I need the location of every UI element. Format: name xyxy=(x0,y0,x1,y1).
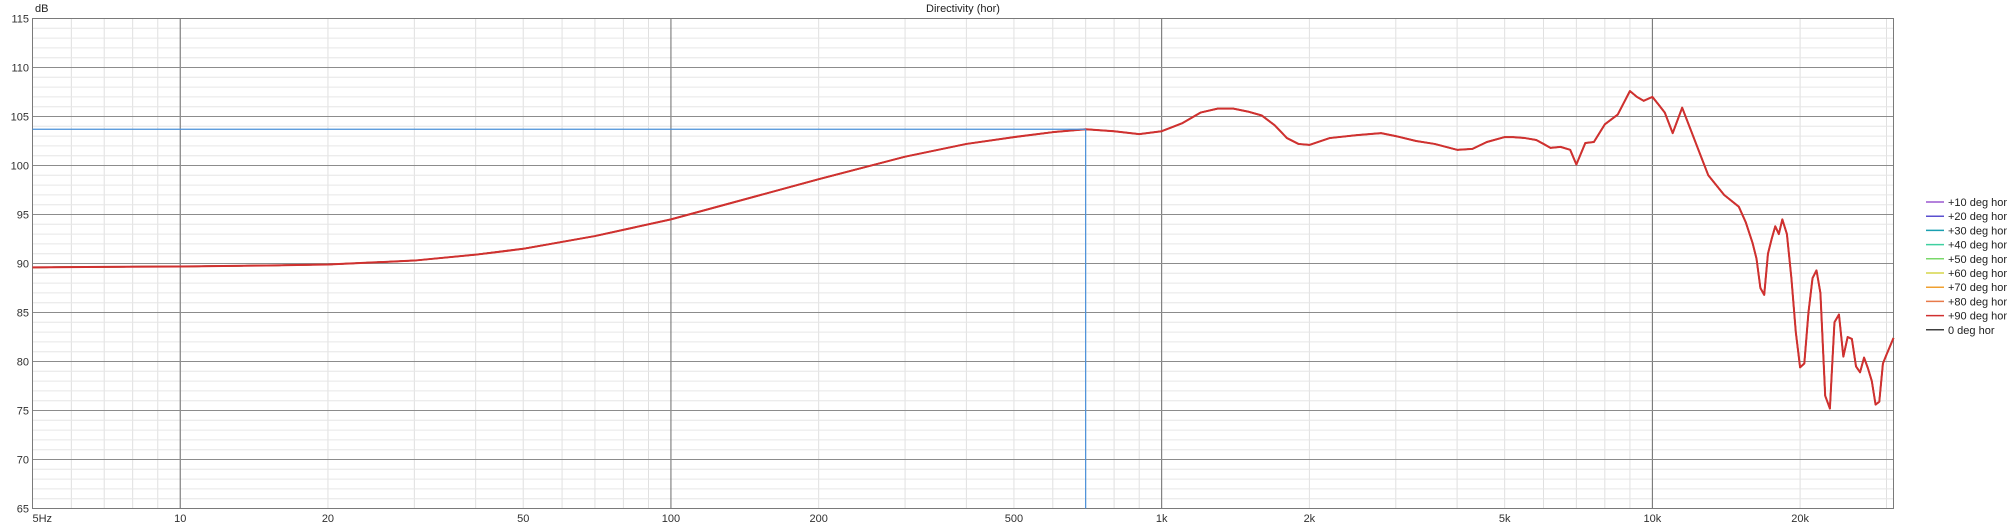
legend-item[interactable]: 0 deg hor xyxy=(1926,325,1995,337)
x-tick-label: 200 xyxy=(809,513,827,525)
y-tick-label: 100 xyxy=(11,161,29,173)
x-tick-label: 1k xyxy=(1156,513,1168,525)
legend-label: +80 deg hor xyxy=(1948,296,2007,308)
legend-item[interactable]: +60 deg hor xyxy=(1926,268,2007,280)
legend-item[interactable]: +20 deg hor xyxy=(1926,211,2007,223)
legend-label: +60 deg hor xyxy=(1948,268,2007,280)
y-tick-label: 80 xyxy=(17,357,29,369)
y-axis-unit-label: dB xyxy=(35,3,48,15)
legend-item[interactable]: +80 deg hor xyxy=(1926,296,2007,308)
y-tick-label: 85 xyxy=(17,308,29,320)
y-tick-label: 70 xyxy=(17,455,29,467)
legend-label: +10 deg hor xyxy=(1948,197,2007,209)
x-tick-label: 100 xyxy=(662,513,680,525)
x-tick-label: 10k xyxy=(1644,513,1662,525)
legend-item[interactable]: +30 deg hor xyxy=(1926,225,2007,237)
y-tick-label: 110 xyxy=(11,63,29,75)
major-grid-y xyxy=(32,67,1894,460)
x-tick-label: 20k xyxy=(1791,513,1809,525)
legend-label: +30 deg hor xyxy=(1948,225,2007,237)
x-tick-label: 20 xyxy=(322,513,334,525)
legend-label: +50 deg hor xyxy=(1948,254,2007,266)
y-tick-label: 115 xyxy=(11,14,29,26)
legend-item[interactable]: +40 deg hor xyxy=(1926,240,2007,252)
legend-item[interactable]: +70 deg hor xyxy=(1926,282,2007,294)
legend-item[interactable]: +90 deg hor xyxy=(1926,311,2007,323)
y-tick-label: 90 xyxy=(17,259,29,271)
x-tick-label: 2k xyxy=(1304,513,1316,525)
legend: +10 deg hor +20 deg hor +30 deg hor +40 deg… xyxy=(1926,197,2007,337)
series-line-90-deg-hor xyxy=(32,90,1895,410)
x-tick-label: 5k xyxy=(1499,513,1511,525)
y-tick-labels: 65 70 75 80 85 90 95 100 105 110 115 xyxy=(11,14,29,516)
x-tick-label: 5Hz xyxy=(33,513,53,525)
chart-title: Directivity (hor) xyxy=(926,3,1000,15)
legend-item[interactable]: +10 deg hor xyxy=(1926,197,2007,209)
plot-frame xyxy=(32,18,1894,509)
x-tick-label: 50 xyxy=(517,513,529,525)
x-tick-label: 10 xyxy=(174,513,186,525)
legend-label: +70 deg hor xyxy=(1948,282,2007,294)
legend-item[interactable]: +50 deg hor xyxy=(1926,254,2007,266)
y-tick-label: 105 xyxy=(11,112,29,124)
legend-label: +20 deg hor xyxy=(1948,211,2007,223)
x-tick-label: 500 xyxy=(1005,513,1023,525)
series-lines xyxy=(32,90,1895,410)
legend-label: 0 deg hor xyxy=(1948,325,1995,337)
x-tick-labels: 5Hz 10 20 50 100 200 500 1k 2k 5k 10k 20k xyxy=(33,513,1810,525)
y-tick-label: 65 xyxy=(17,504,29,516)
legend-label: +90 deg hor xyxy=(1948,311,2007,323)
minor-grid-y xyxy=(32,27,1894,500)
y-tick-label: 95 xyxy=(17,210,29,222)
cursor-crosshair[interactable] xyxy=(32,128,1087,509)
legend-label: +40 deg hor xyxy=(1948,240,2007,252)
y-tick-label: 75 xyxy=(17,406,29,418)
